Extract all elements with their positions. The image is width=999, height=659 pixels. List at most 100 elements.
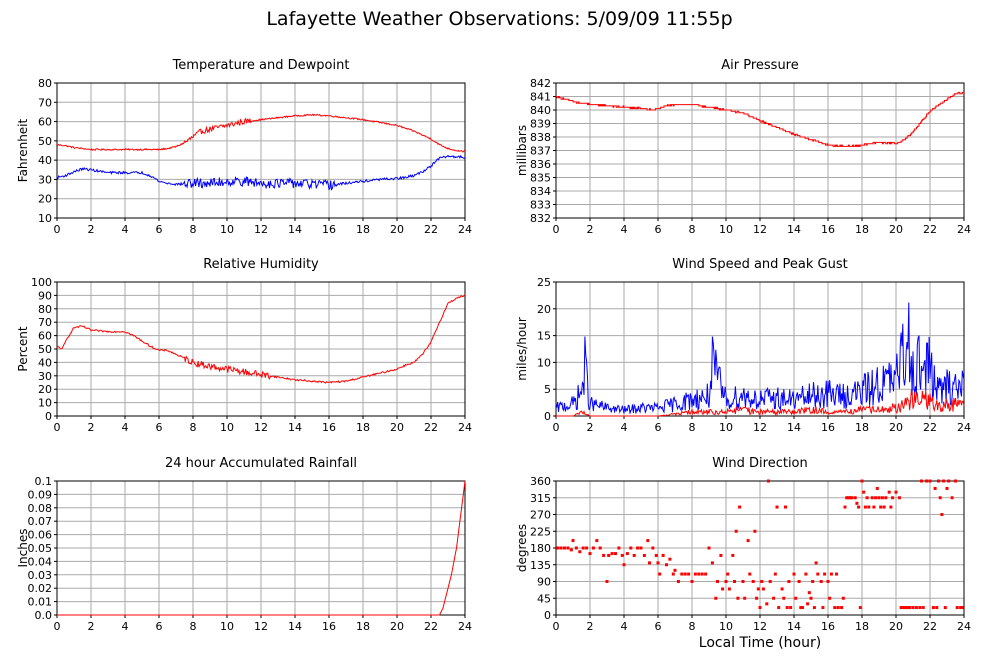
dir-point: [569, 548, 573, 552]
temp-xtick-label: 0: [54, 223, 61, 236]
dir-point: [908, 606, 912, 610]
dir-point: [716, 580, 719, 583]
dir-ytick-label: 225: [530, 525, 551, 538]
pres-ytick-label: 834: [530, 185, 551, 198]
dir-point: [785, 606, 789, 610]
rain-xtick-label: 24: [458, 620, 472, 633]
rh-ytick-label: 0: [45, 410, 52, 423]
dir-point: [751, 580, 755, 583]
dir-xtick-label: 8: [689, 620, 696, 633]
wind-ytick-label: 10: [537, 356, 551, 369]
dir-point: [673, 568, 677, 572]
dir-point: [889, 505, 893, 509]
pres-xtick-label: 8: [689, 223, 696, 236]
rain-ytick-label: 0.03: [28, 569, 53, 582]
rh-xtick-label: 12: [254, 421, 268, 434]
rh-xtick-label: 20: [390, 421, 404, 434]
dir-xtick-label: 2: [587, 620, 594, 633]
dir-point: [853, 496, 857, 500]
pres-title: Air Pressure: [721, 58, 799, 73]
pres-xtick-label: 24: [957, 223, 971, 236]
rh-xtick-label: 6: [156, 421, 163, 434]
dir-point: [772, 596, 776, 600]
dir-point: [714, 596, 718, 600]
dir-point: [894, 490, 898, 494]
wind-ytick-label: 20: [537, 303, 551, 316]
dir-point: [942, 479, 946, 483]
dir-point: [651, 546, 655, 550]
dir-point: [840, 606, 844, 610]
dir-point: [945, 486, 949, 490]
dir-xtick-label: 24: [957, 620, 971, 633]
temp-xtick-label: 4: [122, 223, 129, 236]
dir-point: [632, 553, 636, 557]
rh-xtick-label: 2: [88, 421, 95, 434]
dir-point: [940, 513, 944, 516]
dir-point: [870, 496, 874, 500]
rh-ytick-label: 90: [38, 289, 52, 302]
dir-point: [841, 596, 845, 600]
dir-point: [799, 606, 803, 610]
rh-xtick-label: 22: [424, 421, 438, 434]
dir-point: [683, 572, 687, 576]
dir-point: [938, 496, 942, 500]
temp-xtick-label: 18: [356, 223, 370, 236]
dir-point: [877, 496, 881, 500]
pres-ytick-label: 841: [530, 91, 551, 104]
rain-xtick-label: 0: [54, 620, 61, 633]
dir-point: [671, 572, 675, 576]
pres-xtick-label: 16: [821, 223, 835, 236]
dir-point: [668, 557, 672, 561]
wind-series-0-line: [555, 302, 965, 415]
dir-point: [884, 496, 888, 500]
dir-point: [578, 550, 582, 554]
temp-xtick-label: 6: [156, 223, 163, 236]
dir-point: [734, 529, 738, 533]
dir-point: [857, 505, 861, 509]
dir-point: [636, 546, 640, 550]
pres-xtick-label: 14: [787, 223, 801, 236]
dir-point: [755, 596, 759, 600]
dir-xtick-label: 22: [923, 620, 937, 633]
temp-ytick-label: 10: [38, 212, 52, 225]
wind-ytick-label: 15: [537, 330, 551, 343]
rain-xtick-label: 18: [356, 620, 370, 633]
dir-point: [765, 602, 769, 606]
dir-point: [801, 606, 804, 610]
pres-xtick-label: 22: [923, 223, 937, 236]
dir-point: [950, 496, 954, 500]
dir-point: [903, 606, 906, 610]
temp-xtick-label: 20: [390, 223, 404, 236]
dir-ytick-label: 360: [530, 475, 551, 488]
dir-point: [721, 587, 725, 591]
rain-xtick-label: 20: [390, 620, 404, 633]
dir-point: [809, 596, 813, 600]
dir-point: [782, 596, 786, 600]
wind-ytick-label: 5: [544, 383, 551, 396]
dir-point: [865, 496, 869, 500]
dir-ytick-label: 45: [537, 592, 551, 605]
dir-point: [887, 490, 891, 494]
dir-point: [736, 596, 740, 600]
dir-point: [804, 572, 808, 576]
rain-xtick-label: 16: [322, 620, 336, 633]
temp-xtick-label: 8: [190, 223, 197, 236]
dir-xtick-label: 18: [855, 620, 869, 633]
dir-point: [775, 505, 779, 509]
dir-point: [858, 606, 862, 610]
dir-point: [937, 479, 940, 483]
pres-xtick-label: 0: [553, 223, 560, 236]
dir-point: [658, 572, 662, 576]
dir-point: [875, 486, 879, 490]
rain-ytick-label: 0.04: [28, 555, 53, 568]
dir-point: [850, 496, 854, 500]
pres-series-0-line: [556, 91, 964, 147]
rh-xtick-label: 16: [322, 421, 336, 434]
dir-xtick-label: 10: [719, 620, 733, 633]
dir-point: [758, 606, 762, 610]
dir-point: [661, 553, 665, 557]
temp-ytick-label: 70: [38, 96, 52, 109]
